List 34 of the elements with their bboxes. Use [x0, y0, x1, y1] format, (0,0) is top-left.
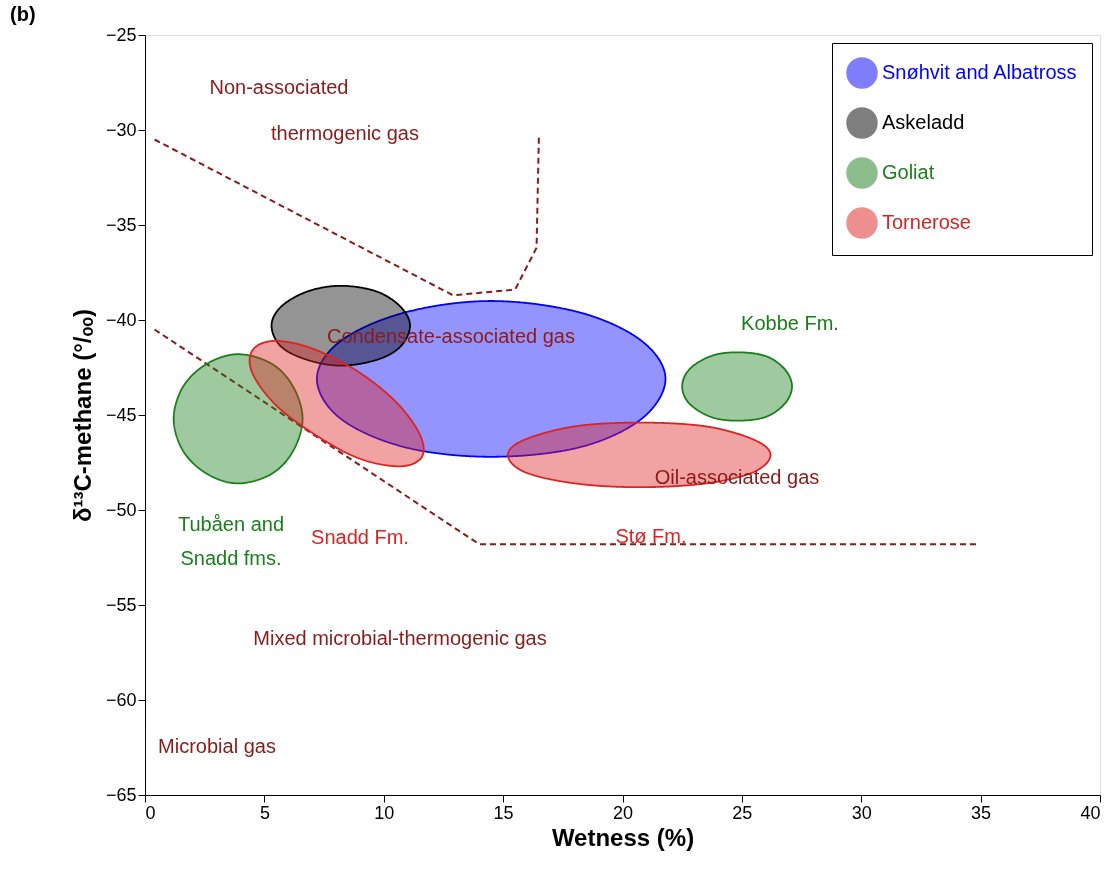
- annotation: Non-associated: [209, 76, 349, 98]
- annotation: Mixed microbial-thermogenic gas: [253, 627, 547, 649]
- x-tick-label: 20: [612, 802, 634, 823]
- annotation: Snadd fms.: [180, 547, 282, 569]
- y-axis-title: δ¹³C-methane (°/ₒₒ): [68, 308, 96, 523]
- y-tick-label: −45: [105, 404, 137, 425]
- y-tick-label: −40: [105, 309, 137, 330]
- x-tick-label: 10: [374, 802, 395, 823]
- legend-label: Snøhvit and Albatross: [882, 61, 1077, 83]
- annotation: Microbial gas: [158, 735, 276, 757]
- x-tick-label: 0: [145, 802, 156, 823]
- x-tick-label: 35: [971, 802, 992, 823]
- y-tick-label: −60: [105, 689, 137, 710]
- y-tick-label: −25: [105, 24, 137, 45]
- x-axis-title: Wetness (%): [551, 823, 695, 851]
- y-tick-label: −50: [105, 499, 137, 520]
- y-tick-label: −30: [105, 119, 137, 140]
- x-tick-label: 25: [732, 802, 753, 823]
- legend-label: Tornerose: [882, 211, 971, 233]
- annotation: Tubåen and: [177, 513, 285, 535]
- annotation: Snadd Fm.: [311, 526, 409, 548]
- x-tick-label: 15: [493, 802, 514, 823]
- legend-label: Askeladd: [882, 111, 965, 133]
- annotation: Kobbe Fm.: [741, 312, 839, 334]
- annotation: Stø Fm.: [615, 525, 687, 547]
- legend-label: Goliat: [882, 161, 935, 183]
- y-tick-label: −35: [105, 214, 137, 235]
- text: (b): [10, 3, 36, 25]
- x-tick-label: 30: [851, 802, 872, 823]
- annotation: thermogenic gas: [271, 122, 419, 144]
- y-tick-label: −65: [105, 784, 137, 805]
- x-tick-label: 40: [1080, 802, 1101, 823]
- x-tick-label: 5: [259, 802, 270, 823]
- y-tick-label: −55: [105, 594, 137, 615]
